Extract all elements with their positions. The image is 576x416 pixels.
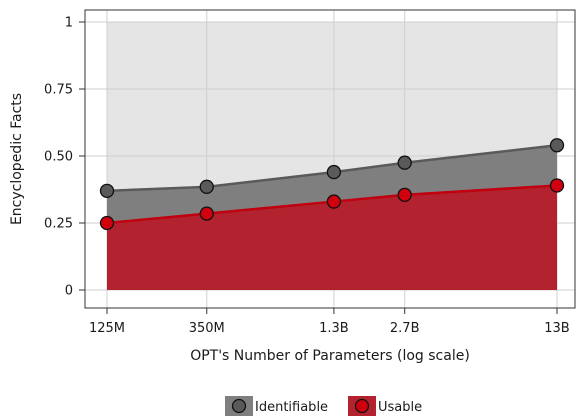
series-points (99, 138, 565, 231)
y-ticks: 0 0.25 0.50 0.75 1 (44, 16, 85, 299)
x-tick-label: 350M (189, 321, 225, 336)
x-tick-label: 125M (89, 321, 125, 336)
series-areas (107, 145, 557, 290)
plot-frame (84, 9, 576, 309)
point-identifiable (199, 179, 214, 194)
point-identifiable (99, 183, 115, 198)
point-usable (99, 215, 115, 231)
point-usable (397, 187, 412, 203)
point-usable (549, 178, 565, 193)
upper-area (107, 22, 557, 191)
y-tick-label: 0.75 (44, 83, 73, 98)
point-usable (326, 194, 342, 209)
point-identifiable (326, 164, 342, 180)
x-axis-label: OPT's Number of Parameters (log scale) (190, 348, 470, 364)
legend-item-usable: Usable (348, 396, 422, 416)
y-axis-label: Encyclopedic Facts (9, 93, 25, 225)
point-identifiable (549, 138, 565, 153)
x-ticks: 125M 350M 1.3B 2.7B 13B (89, 308, 570, 336)
legend-label: Usable (378, 400, 422, 415)
legend: Identifiable Usable (225, 396, 422, 416)
y-tick-label: 0.25 (44, 217, 73, 232)
x-tick-label: 13B (544, 321, 569, 336)
legend-label: Identifiable (255, 400, 328, 415)
point-identifiable (397, 155, 412, 170)
legend-marker (354, 398, 370, 414)
y-tick-label: 0.50 (44, 150, 73, 165)
y-tick-label: 0 (65, 284, 73, 299)
area-usable (107, 185, 557, 290)
x-tick-label: 2.7B (390, 321, 420, 336)
point-usable (199, 206, 214, 221)
legend-marker (231, 398, 247, 414)
x-tick-label: 1.3B (319, 321, 349, 336)
y-tick-label: 1 (65, 16, 73, 31)
legend-item-identifiable: Identifiable (225, 396, 328, 416)
